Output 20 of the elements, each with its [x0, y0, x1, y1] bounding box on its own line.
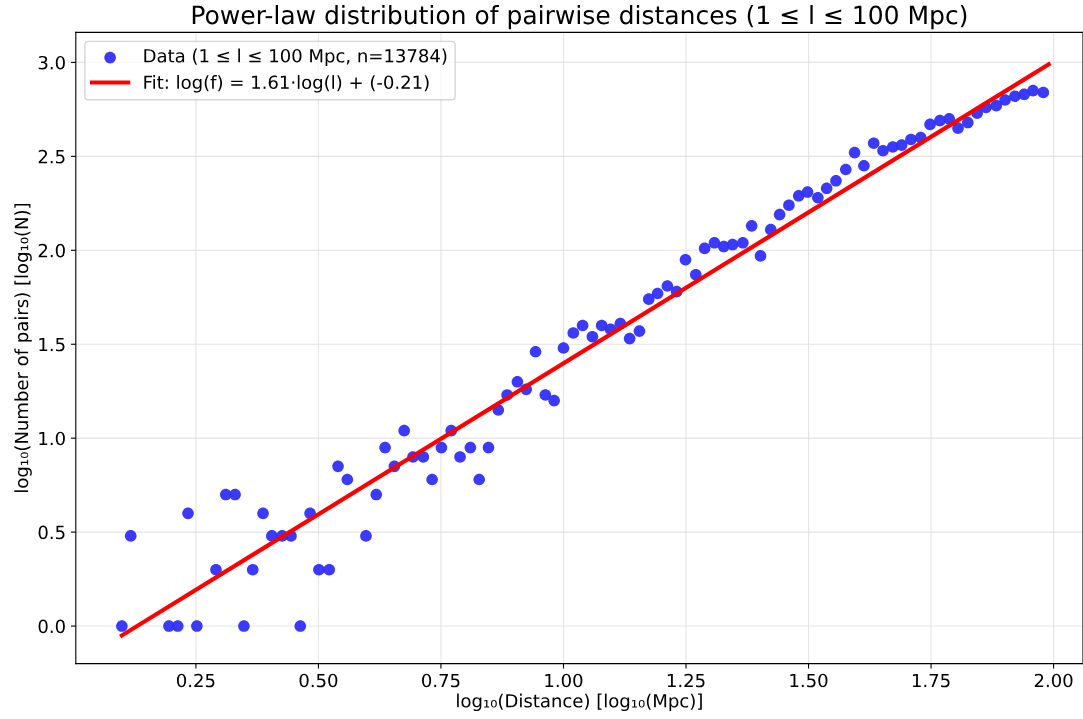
y-tick-label: 1.5 — [39, 337, 65, 352]
x-tick-label: 1.25 — [667, 673, 705, 688]
x-tick-label: 0.25 — [176, 673, 215, 688]
x-tick-label: 0.50 — [299, 673, 338, 688]
y-tick-label: 1.0 — [39, 431, 65, 446]
x-tick-label: 1.00 — [545, 673, 583, 688]
x-tick-label: 0.75 — [422, 673, 460, 688]
x-axis-title: log₁₀(Distance) [log₁₀(Mpc)] — [457, 693, 702, 712]
y-axis-title: log₁₀(Number of pairs) [log₁₀(N)] — [14, 203, 32, 492]
legend-label: Data (1 ≤ l ≤ 100 Mpc, n=13784) — [144, 48, 447, 67]
x-tick-label: 2.00 — [1034, 673, 1073, 688]
y-tick-label: 2.0 — [38, 243, 65, 258]
x-tick-label: 1.75 — [912, 673, 950, 688]
legend-label: Fit: log(f) = 1.61·log(l) + (-0.21) — [144, 75, 429, 93]
y-tick-label: 2.5 — [38, 149, 65, 164]
x-tick-label: 1.50 — [790, 673, 828, 688]
y-tick-label: 0.5 — [38, 525, 65, 540]
chart-title: Power-law distribution of pairwise distances (1 ≤ l ≤ 100 Mpc) — [192, 5, 967, 30]
y-tick-label: 3.0 — [38, 55, 65, 70]
y-tick-label: 0.0 — [38, 619, 65, 634]
